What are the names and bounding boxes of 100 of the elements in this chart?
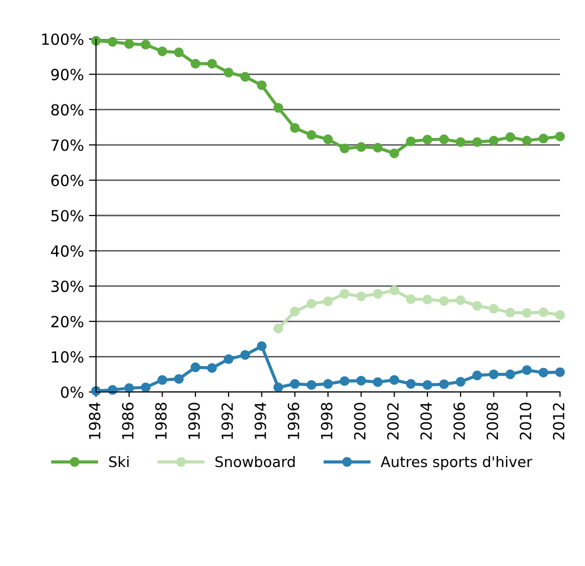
point: [505, 308, 516, 318]
point: [488, 136, 499, 146]
point: [356, 376, 366, 386]
point: [306, 380, 316, 390]
point: [124, 383, 134, 393]
point: [505, 369, 516, 380]
y-tick-label: 70%: [51, 139, 84, 151]
y-tick-label: 10%: [52, 351, 84, 363]
point: [389, 375, 400, 385]
point: [372, 377, 383, 387]
point: [323, 296, 333, 306]
point: [555, 367, 565, 378]
x-tick-label: 2006: [453, 402, 466, 440]
point: [140, 382, 151, 392]
point: [472, 137, 482, 147]
point: [439, 296, 449, 306]
y-tick-label: 100%: [42, 33, 84, 46]
legend-label: Snowboard: [215, 456, 295, 468]
point: [290, 123, 300, 133]
point: [538, 368, 548, 378]
point: [439, 134, 449, 144]
y-tick-label: 80%: [51, 104, 84, 116]
point: [406, 379, 416, 389]
point: [190, 362, 200, 372]
y-tick-label: 50%: [51, 210, 84, 222]
point: [256, 80, 267, 90]
point: [555, 132, 565, 142]
point: [538, 134, 548, 144]
point: [555, 310, 565, 320]
x-tick-label: 2002: [387, 403, 399, 440]
x-tick-label: 1996: [288, 402, 300, 439]
y-tick-label: 40%: [50, 245, 84, 257]
point: [290, 306, 300, 316]
point: [406, 294, 416, 304]
y-tick-label: 60%: [51, 174, 84, 186]
point: [174, 48, 184, 58]
point: [108, 36, 118, 47]
point: [505, 132, 516, 142]
point: [224, 354, 234, 364]
point: [240, 350, 250, 360]
point: [522, 308, 532, 318]
point: [389, 285, 400, 296]
point: [439, 379, 449, 390]
point: [389, 148, 400, 158]
x-tick-label: 1988: [155, 402, 167, 439]
point: [323, 134, 333, 144]
point: [472, 301, 482, 311]
x-tick-label: 1994: [254, 402, 266, 439]
point: [488, 304, 499, 314]
point: [273, 324, 284, 334]
point: [323, 379, 333, 389]
point: [472, 370, 482, 380]
x-tick-label: 2004: [420, 402, 432, 440]
point: [538, 307, 548, 318]
point: [256, 341, 267, 351]
point: [207, 363, 217, 373]
point: [207, 58, 217, 69]
point: [157, 46, 168, 56]
point: [356, 291, 366, 302]
point: [306, 298, 316, 309]
point: [456, 295, 466, 306]
y-tick-label: 0%: [60, 386, 84, 398]
point: [240, 72, 250, 82]
point: [372, 142, 383, 153]
point: [422, 294, 432, 304]
point: [372, 289, 383, 299]
point: [273, 382, 284, 392]
point: [522, 136, 532, 146]
x-tick-label: 2010: [520, 402, 532, 440]
point: [124, 39, 134, 49]
legend-label: Autres sports d'hiver: [380, 456, 532, 470]
point: [140, 40, 151, 50]
point: [456, 137, 466, 147]
point: [306, 130, 316, 140]
point: [340, 289, 350, 299]
point: [340, 144, 350, 154]
x-tick-label: 2012: [552, 403, 564, 440]
x-tick-label: 1992: [221, 403, 234, 439]
point: [340, 376, 350, 386]
point: [273, 102, 284, 113]
x-tick-label: 1984: [88, 402, 100, 439]
point: [422, 134, 432, 144]
point: [406, 136, 416, 146]
point: [224, 68, 234, 78]
point: [190, 58, 200, 69]
x-tick-label: 1990: [188, 402, 200, 439]
point: [174, 374, 184, 384]
point: [488, 369, 499, 380]
x-tick-label: 1986: [122, 402, 134, 439]
point: [456, 376, 466, 387]
x-tick-label: 2000: [354, 402, 366, 440]
point: [157, 375, 168, 385]
point: [422, 380, 432, 390]
y-tick-label: 90%: [51, 68, 84, 80]
y-tick-label: 20%: [51, 316, 84, 328]
y-tick-label: 30%: [51, 280, 84, 292]
x-tick-label: 2008: [486, 402, 498, 440]
legend-label: Ski: [109, 456, 129, 468]
point: [522, 365, 532, 375]
point: [356, 142, 366, 152]
